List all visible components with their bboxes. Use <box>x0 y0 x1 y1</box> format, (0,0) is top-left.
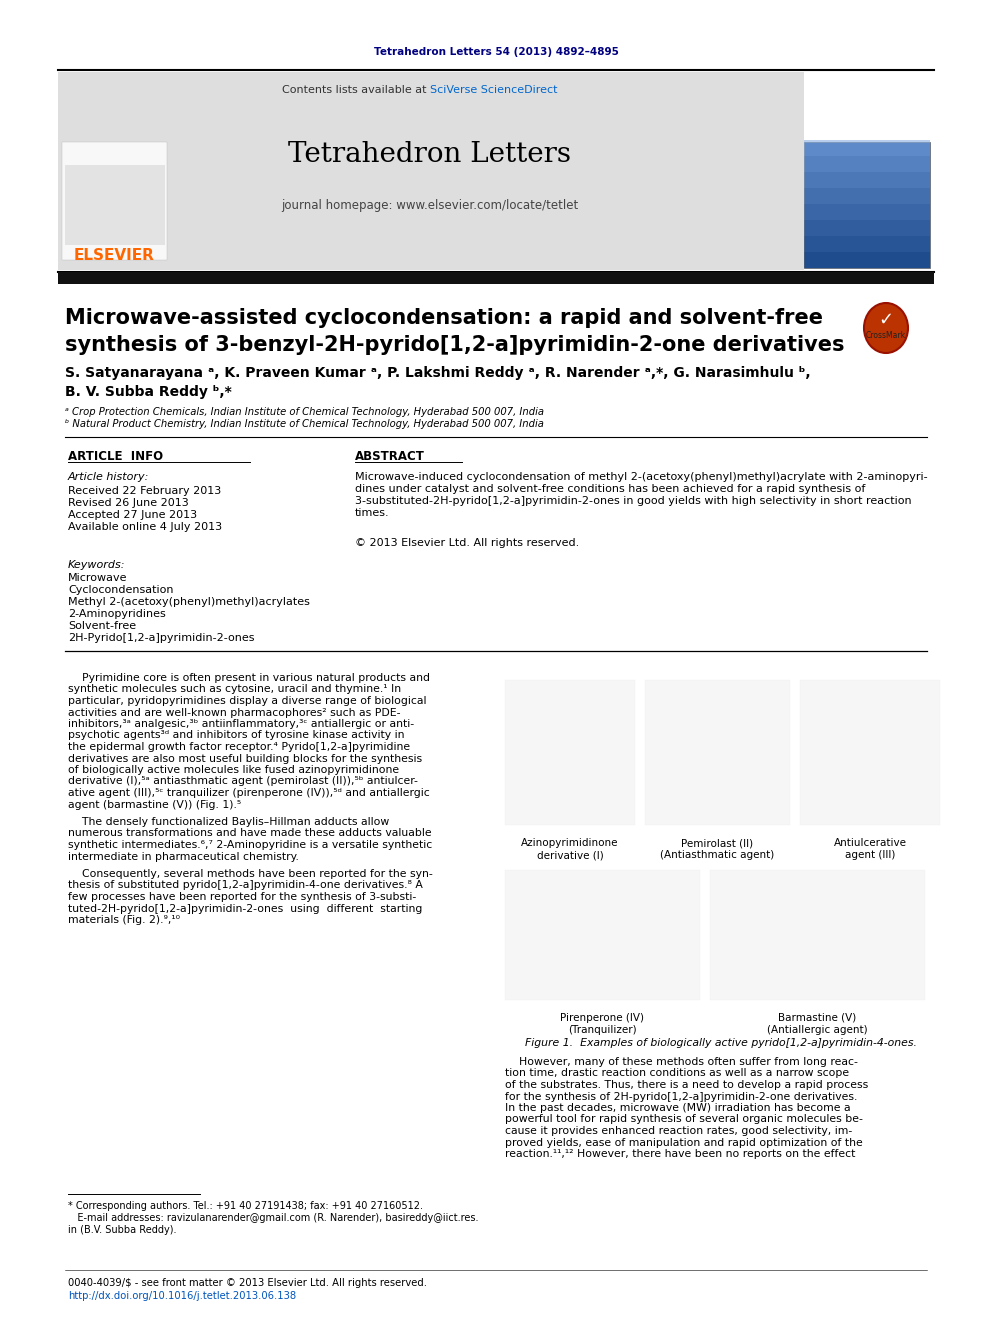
FancyBboxPatch shape <box>505 680 635 826</box>
Text: Microwave-induced cyclocondensation of methyl 2-(acetoxy(phenyl)methyl)acrylate : Microwave-induced cyclocondensation of m… <box>355 472 928 482</box>
Text: inhibitors,³ᵃ analgesic,³ᵇ antiinflammatory,³ᶜ antiallergic or anti-: inhibitors,³ᵃ analgesic,³ᵇ antiinflammat… <box>68 718 414 729</box>
Bar <box>804 251 930 269</box>
Text: © 2013 Elsevier Ltd. All rights reserved.: © 2013 Elsevier Ltd. All rights reserved… <box>355 538 579 548</box>
Text: for the synthesis of 2H-pyrido[1,2-a]pyrimidin-2-one derivatives.: for the synthesis of 2H-pyrido[1,2-a]pyr… <box>505 1091 857 1102</box>
FancyBboxPatch shape <box>800 680 940 826</box>
Text: Microwave-assisted cyclocondensation: a rapid and solvent-free: Microwave-assisted cyclocondensation: a … <box>65 308 823 328</box>
Text: Microwave: Microwave <box>68 573 128 583</box>
Text: CrossMark: CrossMark <box>866 331 906 340</box>
Ellipse shape <box>864 303 908 353</box>
Bar <box>804 140 930 156</box>
Text: Tetrahedron
Letters: Tetrahedron Letters <box>833 112 901 135</box>
Text: ᵇ Natural Product Chemistry, Indian Institute of Chemical Technology, Hyderabad : ᵇ Natural Product Chemistry, Indian Inst… <box>65 419 544 429</box>
FancyBboxPatch shape <box>505 871 700 1000</box>
Text: powerful tool for rapid synthesis of several organic molecules be-: powerful tool for rapid synthesis of sev… <box>505 1114 863 1125</box>
Text: ᵃ Crop Protection Chemicals, Indian Institute of Chemical Technology, Hyderabad : ᵃ Crop Protection Chemicals, Indian Inst… <box>65 407 544 417</box>
Text: 0040-4039/$ - see front matter © 2013 Elsevier Ltd. All rights reserved.: 0040-4039/$ - see front matter © 2013 El… <box>68 1278 427 1289</box>
Text: S. Satyanarayana ᵃ, K. Praveen Kumar ᵃ, P. Lakshmi Reddy ᵃ, R. Narender ᵃ,*, G. : S. Satyanarayana ᵃ, K. Praveen Kumar ᵃ, … <box>65 366 810 380</box>
Text: Contents lists available at: Contents lists available at <box>282 85 430 95</box>
Bar <box>58 273 934 284</box>
Text: B. V. Subba Reddy ᵇ,*: B. V. Subba Reddy ᵇ,* <box>65 385 232 400</box>
FancyBboxPatch shape <box>804 142 930 269</box>
Text: agent (III): agent (III) <box>845 849 895 860</box>
Text: ABSTRACT: ABSTRACT <box>355 450 425 463</box>
Text: Revised 26 June 2013: Revised 26 June 2013 <box>68 497 188 508</box>
Text: Barmastine (V): Barmastine (V) <box>779 1013 857 1023</box>
Text: psychotic agents³ᵈ and inhibitors of tyrosine kinase activity in: psychotic agents³ᵈ and inhibitors of tyr… <box>68 730 405 741</box>
Text: in (B.V. Subba Reddy).: in (B.V. Subba Reddy). <box>68 1225 177 1234</box>
Text: Pyrimidine core is often present in various natural products and: Pyrimidine core is often present in vari… <box>68 673 430 683</box>
FancyBboxPatch shape <box>58 71 804 270</box>
Text: of the substrates. Thus, there is a need to develop a rapid process: of the substrates. Thus, there is a need… <box>505 1080 868 1090</box>
Text: Keywords:: Keywords: <box>68 560 126 570</box>
Text: few processes have been reported for the synthesis of 3-substi-: few processes have been reported for the… <box>68 892 417 902</box>
Text: ELSEVIER: ELSEVIER <box>73 247 155 262</box>
Text: SciVerse ScienceDirect: SciVerse ScienceDirect <box>430 85 558 95</box>
Text: However, many of these methods often suffer from long reac-: However, many of these methods often suf… <box>505 1057 858 1068</box>
Text: the epidermal growth factor receptor.⁴ Pyrido[1,2-a]pyrimidine: the epidermal growth factor receptor.⁴ P… <box>68 742 410 751</box>
Text: intermediate in pharmaceutical chemistry.: intermediate in pharmaceutical chemistry… <box>68 852 299 861</box>
Text: of biologically active molecules like fused azinopyrimidinone: of biologically active molecules like fu… <box>68 765 399 775</box>
Text: ✓: ✓ <box>879 311 894 329</box>
Bar <box>804 156 930 172</box>
FancyBboxPatch shape <box>645 680 790 826</box>
Text: thesis of substituted pyrido[1,2-a]pyrimidin-4-one derivatives.⁸ A: thesis of substituted pyrido[1,2-a]pyrim… <box>68 881 423 890</box>
Text: synthesis of 3-benzyl-2H-pyrido[1,2-a]pyrimidin-2-one derivatives: synthesis of 3-benzyl-2H-pyrido[1,2-a]py… <box>65 335 844 355</box>
Text: Cyclocondensation: Cyclocondensation <box>68 585 174 595</box>
Text: Figure 1.  Examples of biologically active pyrido[1,2-a]pyrimidin-4-ones.: Figure 1. Examples of biologically activ… <box>525 1039 917 1048</box>
Text: In the past decades, microwave (MW) irradiation has become a: In the past decades, microwave (MW) irra… <box>505 1103 850 1113</box>
Text: journal homepage: www.elsevier.com/locate/tetlet: journal homepage: www.elsevier.com/locat… <box>282 198 578 212</box>
Text: Tetrahedron Letters 54 (2013) 4892–4895: Tetrahedron Letters 54 (2013) 4892–4895 <box>374 48 618 57</box>
Bar <box>804 204 930 220</box>
Bar <box>804 220 930 235</box>
Text: dines under catalyst and solvent-free conditions has been achieved for a rapid s: dines under catalyst and solvent-free co… <box>355 484 865 493</box>
Text: (Antiasthmatic agent): (Antiasthmatic agent) <box>661 849 775 860</box>
Text: * Corresponding authors. Tel.: +91 40 27191438; fax: +91 40 27160512.: * Corresponding authors. Tel.: +91 40 27… <box>68 1201 423 1211</box>
Text: Consequently, several methods have been reported for the syn-: Consequently, several methods have been … <box>68 869 433 878</box>
Text: Pemirolast (II): Pemirolast (II) <box>682 837 754 848</box>
Text: materials (Fig. 2).⁹,¹⁰: materials (Fig. 2).⁹,¹⁰ <box>68 916 180 925</box>
Text: derivatives are also most useful building blocks for the synthesis: derivatives are also most useful buildin… <box>68 754 423 763</box>
Text: ARTICLE  INFO: ARTICLE INFO <box>68 450 163 463</box>
Text: (Antiallergic agent): (Antiallergic agent) <box>767 1025 868 1035</box>
Text: Azinopyrimidinone: Azinopyrimidinone <box>521 837 619 848</box>
Text: numerous transformations and have made these adducts valuable: numerous transformations and have made t… <box>68 828 432 839</box>
Text: proved yields, ease of manipulation and rapid optimization of the: proved yields, ease of manipulation and … <box>505 1138 863 1147</box>
Text: ative agent (III),⁵ᶜ tranquilizer (pirenperone (IV)),⁵ᵈ and antiallergic: ative agent (III),⁵ᶜ tranquilizer (piren… <box>68 789 430 798</box>
Text: activities and are well-known pharmacophores² such as PDE-: activities and are well-known pharmacoph… <box>68 708 401 717</box>
Bar <box>804 188 930 204</box>
Text: Pirenperone (IV): Pirenperone (IV) <box>560 1013 645 1023</box>
FancyBboxPatch shape <box>65 165 165 245</box>
Text: Methyl 2-(acetoxy(phenyl)methyl)acrylates: Methyl 2-(acetoxy(phenyl)methyl)acrylate… <box>68 597 310 607</box>
Text: derivative (I): derivative (I) <box>537 849 603 860</box>
Text: derivative (I),⁵ᵃ antiasthmatic agent (pemirolast (II)),⁵ᵇ antiulcer-: derivative (I),⁵ᵃ antiasthmatic agent (p… <box>68 777 418 786</box>
Text: agent (barmastine (V)) (Fig. 1).⁵: agent (barmastine (V)) (Fig. 1).⁵ <box>68 799 241 810</box>
Text: 2H-Pyrido[1,2-a]pyrimidin-2-ones: 2H-Pyrido[1,2-a]pyrimidin-2-ones <box>68 632 255 643</box>
FancyBboxPatch shape <box>710 871 925 1000</box>
Text: cause it provides enhanced reaction rates, good selectivity, im-: cause it provides enhanced reaction rate… <box>505 1126 852 1136</box>
Bar <box>804 172 930 188</box>
Text: 2-Aminopyridines: 2-Aminopyridines <box>68 609 166 619</box>
Text: Article history:: Article history: <box>68 472 150 482</box>
Text: tuted-2H-pyrido[1,2-a]pyrimidin-2-ones  using  different  starting: tuted-2H-pyrido[1,2-a]pyrimidin-2-ones u… <box>68 904 423 913</box>
Text: 3-substituted-2H-pyrido[1,2-a]pyrimidin-2-ones in good yields with high selectiv: 3-substituted-2H-pyrido[1,2-a]pyrimidin-… <box>355 496 912 505</box>
Text: E-mail addresses: ravizulanarender@gmail.com (R. Narender), basireddy@iict.res.: E-mail addresses: ravizulanarender@gmail… <box>68 1213 478 1222</box>
Text: Solvent-free: Solvent-free <box>68 620 136 631</box>
Text: Antiulcerative: Antiulcerative <box>833 837 907 848</box>
Text: synthetic molecules such as cytosine, uracil and thymine.¹ In: synthetic molecules such as cytosine, ur… <box>68 684 401 695</box>
Text: times.: times. <box>355 508 390 519</box>
Text: (Tranquilizer): (Tranquilizer) <box>568 1025 637 1035</box>
Text: Accepted 27 June 2013: Accepted 27 June 2013 <box>68 509 197 520</box>
Text: Available online 4 July 2013: Available online 4 July 2013 <box>68 523 222 532</box>
Bar <box>804 235 930 251</box>
FancyBboxPatch shape <box>62 142 167 261</box>
Text: http://dx.doi.org/10.1016/j.tetlet.2013.06.138: http://dx.doi.org/10.1016/j.tetlet.2013.… <box>68 1291 297 1301</box>
Text: The densely functionalized Baylis–Hillman adducts allow: The densely functionalized Baylis–Hillma… <box>68 818 389 827</box>
Text: Received 22 February 2013: Received 22 February 2013 <box>68 486 221 496</box>
Text: synthetic intermediates.⁶,⁷ 2-Aminopyridine is a versatile synthetic: synthetic intermediates.⁶,⁷ 2-Aminopyrid… <box>68 840 433 849</box>
Text: tion time, drastic reaction conditions as well as a narrow scope: tion time, drastic reaction conditions a… <box>505 1069 849 1078</box>
Text: Tetrahedron Letters: Tetrahedron Letters <box>289 142 571 168</box>
Text: reaction.¹¹,¹² However, there have been no reports on the effect: reaction.¹¹,¹² However, there have been … <box>505 1148 855 1159</box>
Text: particular, pyridopyrimidines display a diverse range of biological: particular, pyridopyrimidines display a … <box>68 696 427 706</box>
